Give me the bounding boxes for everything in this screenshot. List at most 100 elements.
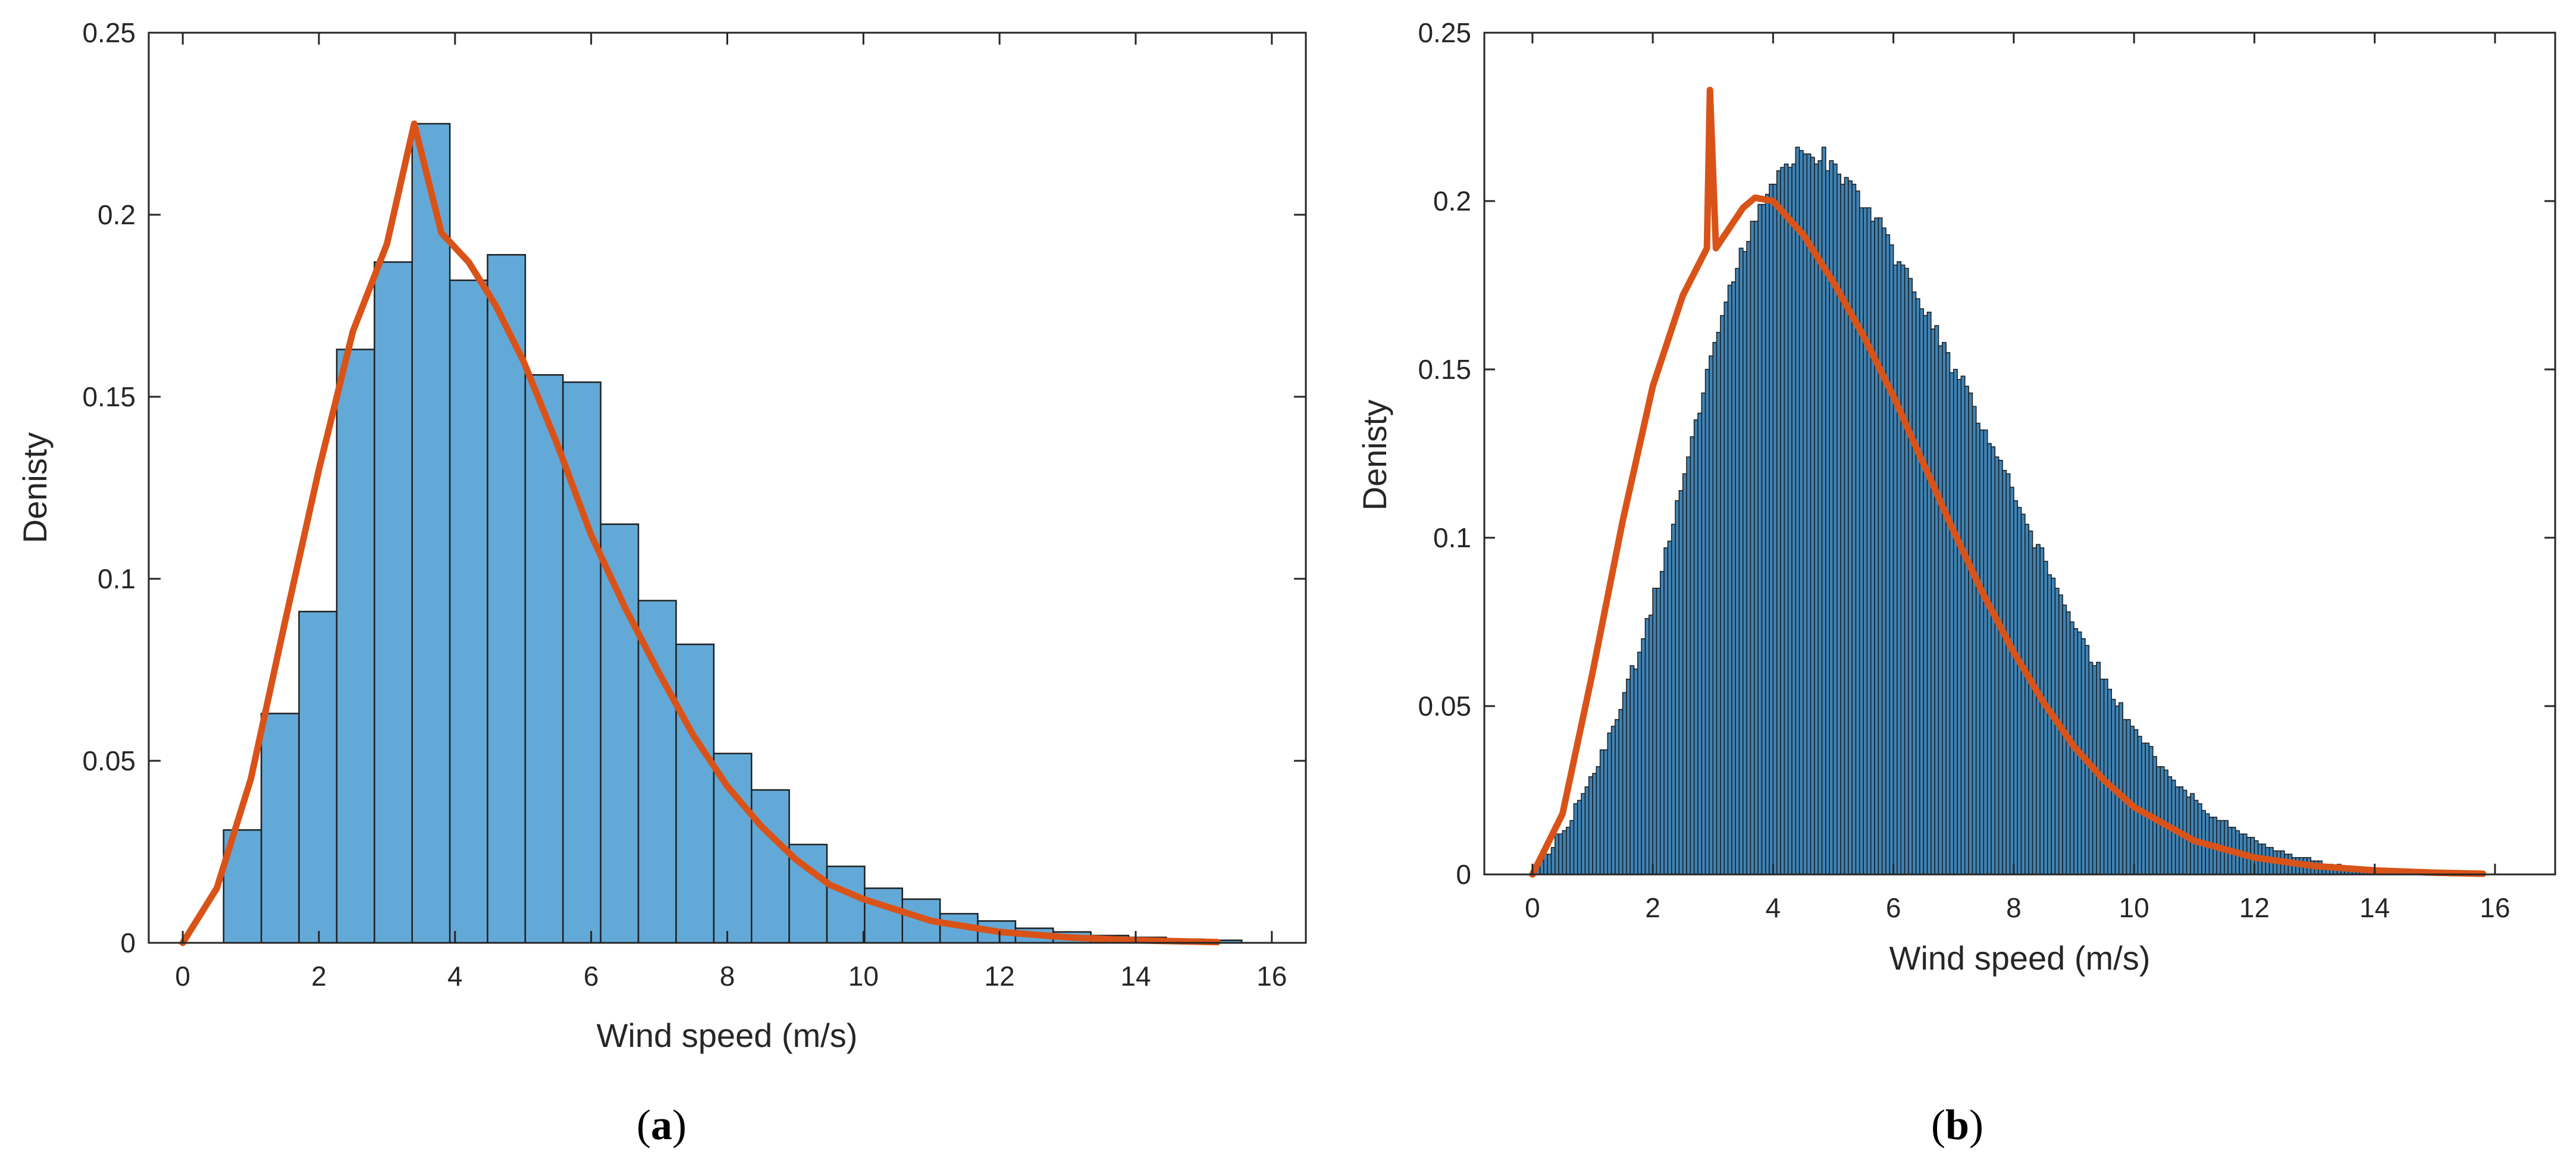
histogram-bar	[1866, 207, 1872, 875]
histogram-bar	[1780, 167, 1785, 875]
histogram-bar	[1938, 345, 1943, 875]
x-tick-label: 10	[848, 961, 879, 992]
histogram-bar	[713, 752, 753, 944]
x-tick-label: 14	[2359, 892, 2390, 923]
histogram-bar	[1629, 665, 1635, 875]
x-tick-label: 6	[1886, 892, 1901, 923]
histogram-bar	[1558, 833, 1563, 875]
histogram-bar	[1874, 217, 1879, 875]
histogram-bar	[1675, 500, 1680, 875]
histogram-bar	[750, 789, 790, 944]
histogram-bar	[1641, 638, 1646, 875]
histogram-bar	[1690, 436, 1695, 875]
histogram-bar	[1607, 732, 1612, 875]
histogram-bar	[1659, 570, 1665, 875]
histogram-bar	[374, 261, 413, 944]
histogram-bar	[1911, 291, 1917, 875]
histogram-bar	[1637, 651, 1642, 875]
histogram-bar	[1671, 523, 1676, 875]
histogram-bar	[1581, 793, 1586, 875]
histogram-bar	[675, 643, 715, 944]
histogram-bar	[1983, 429, 1988, 875]
histogram-bar	[1667, 540, 1672, 875]
histogram-bar	[1757, 203, 1763, 875]
histogram-bar	[1750, 221, 1755, 875]
histogram-bar	[1686, 456, 1691, 875]
histogram-bar	[487, 254, 527, 944]
histogram-bar	[1682, 473, 1687, 875]
x-tick-label: 0	[1525, 892, 1540, 923]
histogram-bar	[1753, 221, 1759, 875]
histogram-bar	[1569, 820, 1575, 875]
histogram-bars-a	[222, 123, 1243, 944]
y-axis-label-a: Denisty	[16, 432, 54, 544]
histogram-bar	[1994, 456, 2000, 875]
histogram-bar	[1949, 372, 1954, 875]
histogram-bar	[1746, 241, 1751, 875]
histogram-bar	[1772, 183, 1778, 875]
x-tick-label: 2	[311, 961, 327, 992]
histogram-bar	[1592, 773, 1597, 875]
histogram-bar	[1870, 221, 1875, 875]
histogram-bar	[1584, 786, 1590, 875]
histogram-bar	[1716, 331, 1721, 875]
histogram-bar	[1577, 799, 1582, 875]
histogram-bar	[2020, 513, 2026, 875]
histogram-bar	[1798, 150, 1804, 875]
fit-curve-a	[179, 120, 1221, 946]
histogram-bar	[1945, 352, 1951, 875]
histogram-bar	[1960, 375, 1966, 875]
histogram-bar	[1881, 227, 1886, 875]
histogram-bar	[2009, 487, 2014, 875]
x-tick-label: 6	[584, 961, 599, 992]
histogram-bar	[1844, 177, 1849, 875]
histogram-bar	[864, 887, 904, 944]
y-axis-label-b: Denisty	[1356, 400, 1393, 511]
histogram-bar	[2036, 544, 2041, 875]
histogram-bar	[1806, 153, 1812, 875]
histogram-bar	[1622, 692, 1627, 875]
histogram-bar	[2032, 547, 2037, 875]
histogram-bar	[2005, 473, 2011, 875]
histogram-bar	[2133, 729, 2139, 875]
histogram-bar	[1697, 412, 1703, 875]
histogram-bar	[2148, 746, 2154, 875]
histogram-bar	[2028, 530, 2033, 875]
x-tick-label: 16	[2480, 892, 2510, 923]
x-tick-label: 2	[1645, 892, 1660, 923]
histogram-bar	[1942, 341, 1947, 875]
y-tick-label: 0.1	[1433, 522, 1471, 553]
histogram-bar	[1663, 547, 1669, 875]
histogram-bars-b	[1532, 146, 2417, 875]
histogram-bar	[1964, 385, 1969, 875]
histogram-bar	[1712, 341, 1718, 875]
histogram-bar	[1957, 379, 1962, 875]
histogram-bar	[1547, 854, 1552, 875]
histogram-bar	[1892, 264, 1898, 875]
histogram-bar	[1855, 190, 1860, 875]
histogram-bar	[1761, 203, 1766, 875]
histogram-bar	[1678, 490, 1684, 875]
histogram-bar	[2051, 578, 2056, 875]
histogram-bar	[1904, 268, 1909, 875]
histogram-bar	[2137, 736, 2142, 875]
caption-a-open: (	[637, 1101, 651, 1149]
caption-b: (b)	[1931, 1101, 1983, 1149]
histogram-bar	[1851, 183, 1857, 875]
histogram-bar	[1803, 153, 1808, 875]
histogram-bar	[1727, 284, 1732, 875]
histogram-bar	[1968, 392, 1973, 875]
histogram-bar	[524, 374, 564, 944]
histogram-bar	[1784, 163, 1789, 875]
histogram-bar	[1885, 234, 1891, 875]
histogram-bar	[1998, 460, 2003, 875]
y-tick-label: 0.05	[82, 745, 136, 776]
histogram-bar	[600, 523, 640, 944]
histogram-bar	[1829, 160, 1834, 875]
y-tick-label: 0	[1456, 859, 1471, 890]
histogram-bar	[1615, 719, 1620, 875]
histogram-bar	[2039, 547, 2045, 875]
histogram-bar	[1743, 251, 1747, 875]
x-axis-label-b: Wind speed (m/s)	[1889, 939, 2151, 977]
